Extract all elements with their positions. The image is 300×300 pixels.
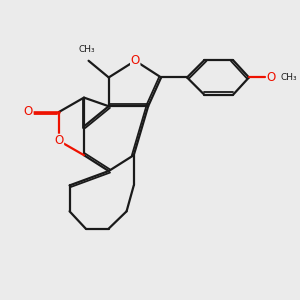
Text: CH₃: CH₃: [280, 73, 297, 82]
Text: O: O: [130, 54, 140, 67]
Text: O: O: [267, 71, 276, 84]
Text: O: O: [24, 106, 33, 118]
Text: O: O: [54, 134, 64, 147]
Text: CH₃: CH₃: [79, 45, 95, 54]
